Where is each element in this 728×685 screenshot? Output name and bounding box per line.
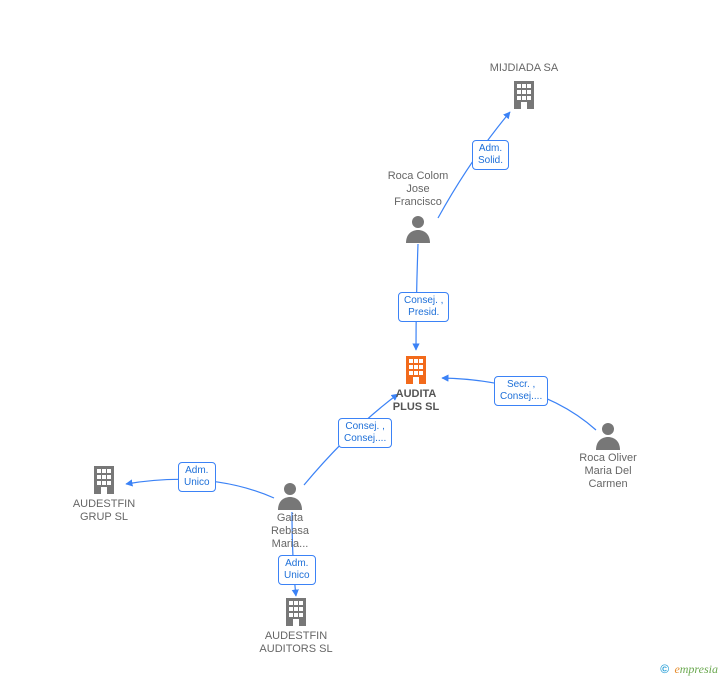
edge-label: Secr. , Consej.... <box>494 376 548 406</box>
building-icon[interactable] <box>280 596 312 633</box>
brand-rest: mpresia <box>680 662 718 676</box>
node-label-roca_colom: Roca Colom Jose Francisco <box>368 170 468 210</box>
edge-label: Consej. , Presid. <box>398 292 449 322</box>
edge-label: Adm. Unico <box>278 555 316 585</box>
copyright-symbol: © <box>660 662 669 676</box>
person-icon[interactable] <box>593 420 623 455</box>
building-icon[interactable] <box>508 79 540 116</box>
node-label-mijdiada: MIJDIADA SA <box>474 62 574 75</box>
watermark: © empresia <box>660 662 718 677</box>
node-label-audestfin_aud: AUDESTFIN AUDITORS SL <box>246 630 346 656</box>
person-icon[interactable] <box>403 213 433 248</box>
building-icon[interactable] <box>88 464 120 501</box>
node-label-gaita: Gaita Rebasa Maria... <box>240 512 340 552</box>
edge-label: Consej. , Consej.... <box>338 418 392 448</box>
person-icon[interactable] <box>275 480 305 515</box>
edges-layer <box>0 0 728 685</box>
node-label-audestfin_grup: AUDESTFIN GRUP SL <box>54 498 154 524</box>
node-label-roca_oliver: Roca Oliver Maria Del Carmen <box>558 452 658 492</box>
edge-label: Adm. Unico <box>178 462 216 492</box>
node-label-center: AUDITA PLUS SL <box>366 388 466 414</box>
edge-label: Adm. Solid. <box>472 140 509 170</box>
building-icon[interactable] <box>400 354 432 391</box>
